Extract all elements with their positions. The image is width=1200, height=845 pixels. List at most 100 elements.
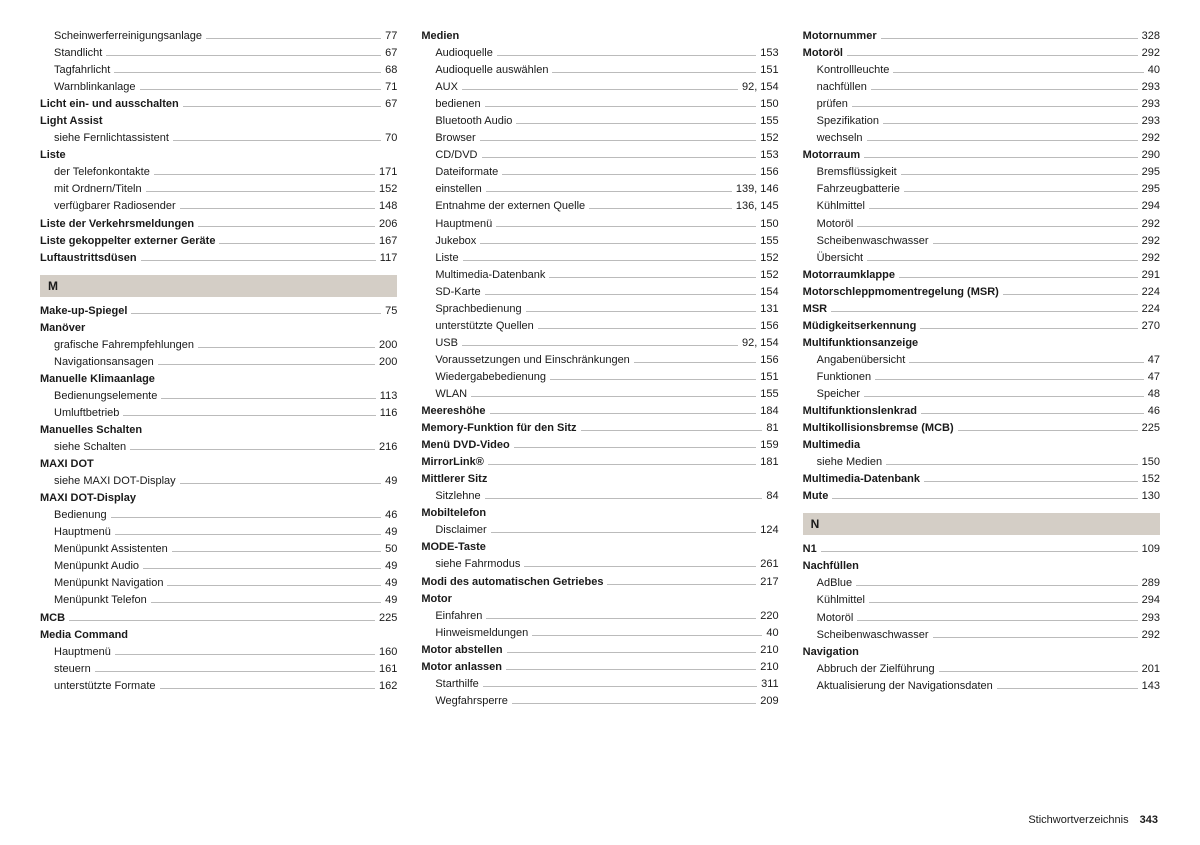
entry-label: Hinweismeldungen (435, 625, 528, 642)
entry-label: Dateiformate (435, 164, 498, 181)
entry-label: Sitzlehne (435, 488, 480, 505)
index-entry: Motor anlassen210 (421, 659, 778, 676)
entry-page: 150 (1142, 454, 1160, 471)
entry-label: Luftaustrittsdüsen (40, 250, 137, 267)
entry-page: 151 (760, 62, 778, 79)
entry-label: Scheibenwaschwasser (817, 627, 929, 644)
column-2: MedienAudioquelle153Audioquelle auswähle… (421, 28, 778, 808)
entry-page: 49 (385, 575, 397, 592)
leader-line (130, 449, 375, 450)
index-entry: Standlicht67 (40, 45, 397, 62)
entry-label: WLAN (435, 386, 467, 403)
entry-label: Meereshöhe (421, 403, 485, 420)
index-entry: Jukebox155 (421, 233, 778, 250)
leader-line (131, 313, 381, 314)
entry-label: steuern (54, 661, 91, 678)
index-entry: MAXI DOT (40, 456, 397, 473)
index-entry: Abbruch der Zielführung201 (803, 661, 1160, 678)
entry-page: 159 (760, 437, 778, 454)
index-entry: CD/DVD153 (421, 147, 778, 164)
entry-page: 153 (760, 147, 778, 164)
entry-page: 136, 145 (736, 198, 779, 215)
index-entry: Menüpunkt Audio49 (40, 558, 397, 575)
leader-line (488, 464, 756, 465)
index-entry: Funktionen47 (803, 369, 1160, 386)
index-entry: SD-Karte154 (421, 284, 778, 301)
entry-label: MAXI DOT-Display (40, 490, 136, 507)
entry-page: 67 (385, 45, 397, 62)
index-entry: Motorraumklappe291 (803, 267, 1160, 284)
entry-page: 152 (760, 250, 778, 267)
entry-page: 167 (379, 233, 397, 250)
entry-page: 156 (760, 352, 778, 369)
leader-line (921, 413, 1144, 414)
leader-line (831, 311, 1138, 312)
entry-label: Bluetooth Audio (435, 113, 512, 130)
entry-label: Manöver (40, 320, 85, 337)
leader-line (512, 703, 756, 704)
entry-page: 156 (760, 164, 778, 181)
index-entry: Modi des automatischen Getriebes217 (421, 574, 778, 591)
index-entry: Liste152 (421, 250, 778, 267)
index-entry: Motor (421, 591, 778, 608)
entry-label: Fahrzeugbatterie (817, 181, 900, 198)
leader-line (115, 654, 375, 655)
entry-label: Multimedia-Datenbank (435, 267, 545, 284)
entry-page: 225 (1142, 420, 1160, 437)
entry-label: Navigation (803, 644, 859, 661)
entry-page: 130 (1142, 488, 1160, 505)
entry-label: nachfüllen (817, 79, 867, 96)
leader-line (143, 568, 381, 569)
entry-label: MODE-Taste (421, 539, 486, 556)
leader-line (198, 347, 375, 348)
entry-page: 116 (380, 405, 398, 422)
entry-label: Aktualisierung der Navigationsdaten (817, 678, 993, 695)
leader-line (864, 396, 1144, 397)
index-entry: Bluetooth Audio155 (421, 113, 778, 130)
leader-line (482, 157, 757, 158)
leader-line (206, 38, 381, 39)
index-entry: MirrorLink®181 (421, 454, 778, 471)
index-entry: Bedienungselemente113 (40, 388, 397, 405)
index-entry: Scheibenwaschwasser292 (803, 233, 1160, 250)
index-entry: WLAN155 (421, 386, 778, 403)
index-entry: Browser152 (421, 130, 778, 147)
entry-page: 131 (760, 301, 778, 318)
index-entry: MSR224 (803, 301, 1160, 318)
entry-label: Menüpunkt Navigation (54, 575, 163, 592)
index-entry: Bedienung46 (40, 507, 397, 524)
index-entry: Wiedergabebedienung151 (421, 369, 778, 386)
index-entry: Hauptmenü150 (421, 216, 778, 233)
entry-page: 293 (1142, 79, 1160, 96)
entry-page: 155 (760, 233, 778, 250)
entry-label: AUX (435, 79, 458, 96)
entry-label: Hauptmenü (54, 644, 111, 661)
entry-label: Kontrollleuchte (817, 62, 890, 79)
leader-line (532, 635, 762, 636)
index-entry: Licht ein- und ausschalten67 (40, 96, 397, 113)
index-entry: Menüpunkt Navigation 49 (40, 575, 397, 592)
entry-label: prüfen (817, 96, 848, 113)
leader-line (485, 498, 763, 499)
leader-line (524, 566, 756, 567)
entry-label: Modi des automatischen Getriebes (421, 574, 603, 591)
entry-page: 152 (379, 181, 397, 198)
entry-label: Angabenübersicht (817, 352, 906, 369)
leader-line (198, 226, 375, 227)
index-entry: Audioquelle auswählen151 (421, 62, 778, 79)
leader-line (146, 191, 375, 192)
leader-line (864, 157, 1138, 158)
entry-page: 151 (760, 369, 778, 386)
entry-label: Starthilfe (435, 676, 478, 693)
entry-page: 311 (761, 676, 779, 693)
leader-line (462, 345, 738, 346)
index-entry: Spezifikation293 (803, 113, 1160, 130)
entry-label: mit Ordnern/Titeln (54, 181, 142, 198)
entry-label: Browser (435, 130, 475, 147)
entry-label: MCB (40, 610, 65, 627)
index-entry: Liste gekoppelter externer Geräte167 (40, 233, 397, 250)
index-entry: nachfüllen 293 (803, 79, 1160, 96)
leader-line (480, 243, 756, 244)
entry-label: Audioquelle (435, 45, 493, 62)
entry-page: 148 (379, 198, 397, 215)
